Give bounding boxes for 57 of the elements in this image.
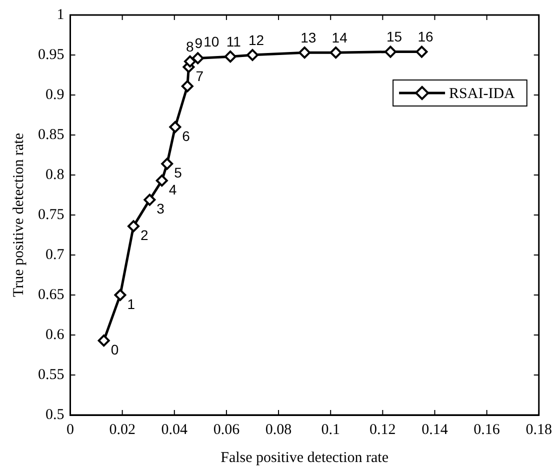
y-tick-label: 0.5 bbox=[46, 406, 64, 423]
y-tick-label: 0.8 bbox=[46, 166, 64, 183]
point bbox=[181, 80, 194, 92]
x-tick-label: 0.06 bbox=[213, 422, 240, 438]
x-tick-label: 0.18 bbox=[526, 422, 552, 438]
annotation: 6 bbox=[182, 128, 190, 144]
legend-label: RSAI-IDA bbox=[449, 86, 516, 102]
y-tick-label: 0.65 bbox=[38, 286, 64, 303]
x-tick-label: 0.08 bbox=[265, 422, 292, 438]
point bbox=[192, 52, 204, 64]
point bbox=[416, 46, 428, 58]
y-tick-label: 0.6 bbox=[46, 326, 65, 343]
annotation: 10 bbox=[204, 33, 220, 50]
annotation: 16 bbox=[418, 28, 434, 45]
x-tick-label: 0.02 bbox=[109, 422, 136, 438]
point bbox=[246, 49, 258, 61]
annotation: 3 bbox=[156, 200, 165, 217]
point bbox=[144, 194, 156, 206]
point bbox=[169, 121, 182, 133]
point bbox=[161, 158, 174, 170]
y-tick-label: 0.9 bbox=[46, 86, 64, 103]
annotation: 1 bbox=[127, 296, 136, 312]
annotation: 11 bbox=[226, 33, 242, 50]
point bbox=[114, 289, 126, 301]
x-tick-label: 0.14 bbox=[422, 422, 448, 438]
y-tick-label: 0.95 bbox=[38, 46, 64, 63]
y-tick-label: 1 bbox=[56, 6, 64, 23]
annotation: 14 bbox=[332, 29, 348, 46]
annotation: 8 bbox=[186, 38, 194, 54]
point bbox=[330, 46, 342, 59]
y-tick-label: 0.55 bbox=[38, 366, 64, 383]
point bbox=[156, 174, 168, 187]
x-tick-label: 0.1 bbox=[321, 422, 340, 438]
y-tick-label: 0.7 bbox=[46, 246, 65, 263]
annotation: 4 bbox=[168, 181, 177, 198]
point bbox=[184, 55, 196, 68]
x-tick-label: 0.04 bbox=[161, 422, 188, 438]
y-axis-title: True positive detection rate bbox=[10, 132, 27, 297]
point bbox=[224, 50, 236, 63]
x-tick-label: 0 bbox=[66, 422, 74, 438]
annotation: 0 bbox=[110, 341, 119, 358]
x-axis-title: False positive detection rate bbox=[220, 450, 389, 466]
annotation: 9 bbox=[194, 35, 203, 52]
annotation: 12 bbox=[248, 32, 264, 48]
annotation: 7 bbox=[196, 68, 204, 84]
annotation: 15 bbox=[386, 28, 402, 45]
point bbox=[98, 334, 110, 347]
point bbox=[384, 46, 396, 58]
y-tick-label: 0.75 bbox=[38, 206, 64, 223]
annotation: 2 bbox=[140, 227, 149, 244]
point bbox=[128, 220, 140, 232]
x-tick-label: 0.12 bbox=[370, 422, 396, 438]
y-tick-label: 0.85 bbox=[38, 126, 64, 143]
x-tick-label: 0.16 bbox=[474, 422, 500, 438]
point bbox=[298, 46, 311, 59]
annotation: 5 bbox=[174, 164, 182, 181]
annotation: 13 bbox=[300, 29, 316, 46]
